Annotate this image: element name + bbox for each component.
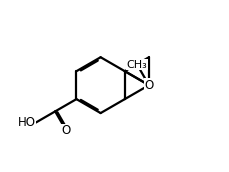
Text: O: O	[61, 124, 71, 137]
Text: O: O	[144, 79, 153, 92]
Text: N: N	[144, 79, 153, 92]
Text: HO: HO	[18, 116, 36, 129]
Text: CH₃: CH₃	[126, 60, 147, 70]
